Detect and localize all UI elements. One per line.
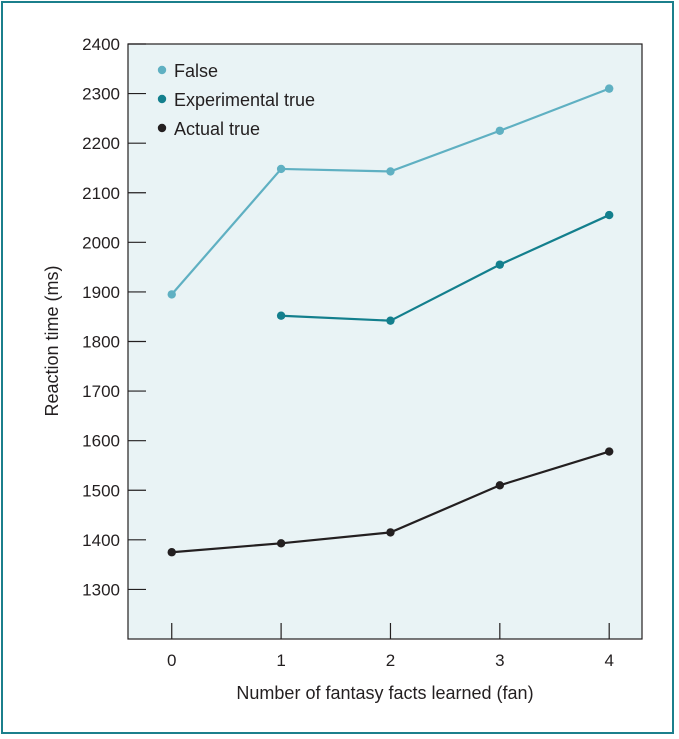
series-line-experimental-true: [281, 214, 610, 322]
x-tick-label-1: 1: [276, 651, 285, 670]
y-tick-label-1700: 1700: [82, 382, 120, 401]
data-point-actual-true-4: [604, 447, 614, 456]
data-point-actual-true-3: [495, 481, 505, 490]
data-point-experimental-true-4: [604, 210, 614, 220]
data-point-false-1: [276, 164, 286, 174]
data-point-false-2: [386, 167, 395, 176]
legend-label-experimental-true: Experimental true: [174, 90, 315, 110]
legend-label-actual-true: Actual true: [174, 119, 260, 139]
legend-marker-experimental-true: [157, 94, 167, 104]
data-point-actual-true-1: [276, 539, 286, 548]
data-point-actual-true-0: [167, 548, 176, 557]
data-point-false-3: [495, 126, 505, 135]
x-tick-label-3: 3: [495, 651, 504, 670]
x-tick-label-0: 0: [167, 651, 176, 670]
x-tick-label-4: 4: [604, 651, 613, 670]
y-tick-label-2000: 2000: [82, 233, 120, 252]
y-tick-label-1600: 1600: [82, 432, 120, 451]
series-layer: [167, 84, 614, 557]
legend-label-false: False: [174, 61, 218, 81]
y-tick-label-1500: 1500: [82, 481, 120, 500]
y-tick-label-2400: 2400: [82, 35, 120, 54]
data-point-false-0: [167, 290, 176, 299]
x-axis-title: Number of fantasy facts learned (fan): [236, 683, 533, 703]
y-axis: 1300 1400 1500 1600 1700 1800 1900 2000 2100 2200…: [82, 35, 146, 599]
legend-marker-actual-true: [157, 123, 167, 133]
plot-area: [127, 43, 643, 640]
x-axis: 0 1 2 3 4: [167, 623, 614, 670]
y-tick-label-1300: 1300: [82, 580, 120, 599]
y-tick-label-2100: 2100: [82, 184, 120, 203]
data-point-false-4: [604, 84, 614, 93]
legend-marker-false: [157, 65, 167, 75]
y-tick-label-1800: 1800: [82, 333, 120, 352]
data-point-experimental-true-3: [495, 260, 505, 269]
y-tick-label-1400: 1400: [82, 531, 120, 550]
data-point-experimental-true-1: [276, 311, 286, 320]
y-axis-title: Reaction time (ms): [42, 265, 62, 416]
legend: False Experimental true Actual true: [157, 61, 315, 139]
y-tick-label-1900: 1900: [82, 283, 120, 302]
y-tick-label-2300: 2300: [82, 85, 120, 104]
data-point-experimental-true-2: [386, 316, 395, 325]
data-point-actual-true-2: [386, 528, 395, 537]
x-tick-label-2: 2: [386, 651, 395, 670]
y-tick-label-2200: 2200: [82, 134, 120, 153]
